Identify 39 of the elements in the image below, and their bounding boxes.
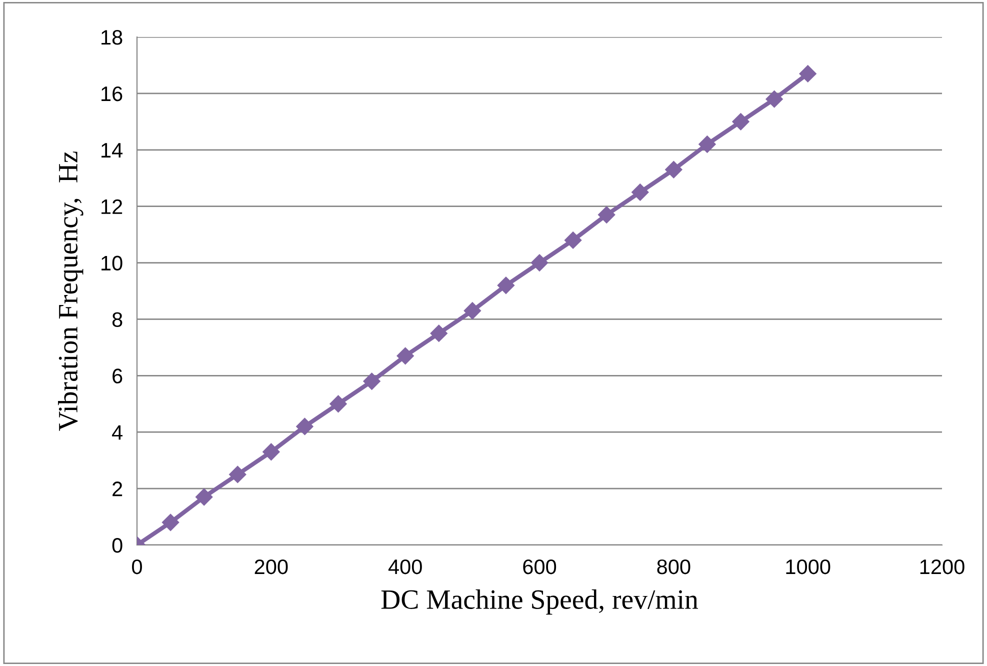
y-axis-title: Vibration Frequency, Hz [58,152,84,431]
point [766,90,783,108]
x-tick-label: 800 [657,559,690,574]
y-tick-label: 2 [112,482,122,496]
point [162,514,180,531]
y-tick-label: 0 [112,538,122,553]
point [564,232,582,249]
x-tick-label: 1000 [786,559,830,574]
point [732,113,750,130]
point [262,443,280,460]
point [196,488,213,506]
point [497,276,515,294]
point [632,184,649,201]
point [430,324,448,342]
y-tick-label: 6 [112,368,122,384]
point [330,395,347,412]
x-tick-label: 200 [254,559,288,574]
point [665,161,682,178]
y-tick-label: 14 [102,143,123,158]
point [530,254,548,272]
point [464,302,481,320]
y-tick-label: 4 [112,425,122,440]
x-tick-label: 0 [132,559,142,574]
x-tick-label: 400 [388,559,422,574]
point [698,136,716,153]
y-tick-label: 16 [102,86,122,102]
y-tick-label: 8 [112,312,122,327]
x-tick-label: 1200 [920,559,964,574]
y-tick-label: 18 [102,30,122,45]
y-tick-label: 10 [102,256,122,271]
point [598,206,616,224]
y-tick-label: 12 [102,199,122,214]
x-tick-label: 600 [523,559,556,574]
point [296,418,314,436]
point [396,347,414,364]
point [799,65,816,82]
x-axis-title: DC Machine Speed, rev/min [381,589,698,615]
point [229,466,246,483]
point [363,372,380,390]
